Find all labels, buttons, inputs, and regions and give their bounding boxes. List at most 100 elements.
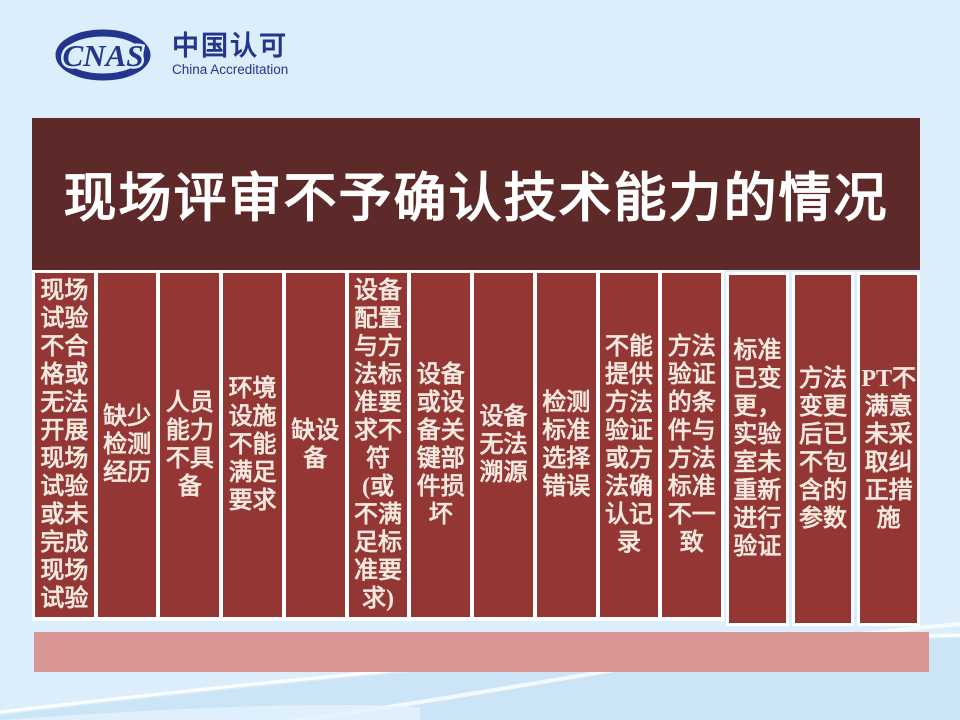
- reason-line: 键部: [416, 446, 465, 472]
- reason-line: 的条: [667, 390, 716, 416]
- reason-column: 设备 或设 备关 键部 件损坏: [411, 273, 471, 617]
- reason-line: 准要: [354, 390, 403, 416]
- reason-line: 或设: [416, 390, 465, 416]
- reason-line: 不能: [604, 334, 653, 360]
- reason-line: 正措: [864, 478, 913, 504]
- reason-line: 标准: [542, 418, 591, 444]
- reason-line: PT不: [861, 366, 917, 392]
- reason-line: 设备: [479, 404, 528, 430]
- reason-line: 求不: [354, 418, 403, 444]
- reason-column: 设备 配置 与方 法标 准要 求不符 (或 不满 足标 准要 求): [348, 273, 408, 617]
- reason-line: 变更: [799, 394, 847, 420]
- reason-line: 检测: [542, 390, 591, 416]
- reason-column: 现场 试验 不合 格或 无法 开展 现场 试验 或未 完成 现场 试验: [35, 273, 94, 617]
- reason-line: 不包: [799, 450, 847, 476]
- reason-line: 检测: [103, 432, 152, 458]
- reason-line: 格或: [40, 362, 89, 388]
- reason-column: 设备 无法 溯源: [474, 273, 533, 617]
- reason-line: 不满: [354, 502, 403, 528]
- reason-line: 备: [303, 446, 328, 472]
- reason-line: 设备: [354, 278, 403, 304]
- reason-line: 不能: [228, 432, 277, 458]
- reasons-framed-group: 标准 已变 更， 实验 室未 重新 进行 验证 方法 变更 后已 不包 含的 参数 PT不 满意 未采 取纠 正措施: [726, 272, 921, 626]
- reason-column: 检测 标准 选择 错误: [536, 273, 596, 617]
- reason-column: PT不 满意 未采 取纠 正措施: [857, 272, 921, 626]
- reason-line: 提供: [604, 362, 653, 388]
- reason-line: 未采: [864, 422, 913, 448]
- reason-line: 或未: [40, 502, 89, 528]
- reason-line: 重新: [733, 478, 782, 504]
- reason-line: 满意: [864, 394, 913, 420]
- reason-column: 方法 变更 后已 不包 含的 参数: [791, 272, 855, 626]
- reason-line: 或方: [604, 446, 653, 472]
- reason-line: 方法: [667, 446, 716, 472]
- reason-line: 设施: [228, 404, 277, 430]
- reason-line: 坏: [428, 502, 453, 528]
- reasons-panel: 现场 试验 不合 格或 无法 开展 现场 试验 或未 完成 现场 试验 缺少 检测 经历 人员 能力 不具备环境设…: [32, 270, 724, 621]
- reason-line: 标准: [733, 338, 782, 364]
- reason-line: 不具: [165, 446, 214, 472]
- reason-line: 试验: [40, 586, 89, 612]
- reason-line: 试验: [40, 474, 89, 500]
- reason-column: 缺设备: [285, 273, 345, 617]
- reason-column: 人员 能力 不具备: [160, 273, 220, 617]
- reason-line: 环境: [228, 376, 277, 402]
- reason-line: 致: [679, 530, 704, 556]
- reason-column: 标准 已变 更， 实验 室未 重新 进行 验证: [726, 272, 789, 626]
- reason-line: 件与: [667, 418, 716, 444]
- reason-line: 法标: [354, 362, 403, 388]
- reason-line: 法确: [604, 474, 653, 500]
- reason-line: 与方: [354, 334, 403, 360]
- logo-name-cn: 中国认可: [172, 31, 288, 62]
- reason-line: 进行: [733, 506, 782, 532]
- reason-line: 更，: [733, 394, 782, 420]
- reason-line: 缺设: [291, 418, 340, 444]
- reason-column: 环境 设施 不能 满足 要求: [223, 273, 282, 617]
- reason-line: 能力: [165, 418, 214, 444]
- logo-name-en: China Accreditation: [172, 62, 289, 78]
- reason-line: 无法: [479, 432, 528, 458]
- reason-line: 现场: [40, 558, 89, 584]
- reason-line: 不一: [667, 502, 716, 528]
- title-banner: 现场评审不予确认技术能力的情况: [32, 118, 920, 270]
- reason-line: 录: [616, 530, 641, 556]
- cnas-logo: CNAS 中国认可 China Accreditation: [44, 24, 364, 86]
- reason-column: 缺少 检测 经历: [97, 273, 157, 617]
- reason-line: 不合: [40, 334, 89, 360]
- reason-line: 件损: [416, 474, 465, 500]
- reason-line: 选择: [542, 446, 591, 472]
- reason-line: 备: [177, 474, 202, 500]
- reason-line: 满足: [228, 460, 277, 486]
- reason-line: 溯源: [479, 460, 528, 486]
- reason-line: 设备: [416, 362, 465, 388]
- cnas-ellipse-icon: CNAS: [55, 29, 151, 81]
- logo-acronym: CNAS: [63, 38, 144, 73]
- reason-line: 实验: [733, 422, 782, 448]
- reason-line: 经历: [103, 460, 152, 486]
- reason-line: 方法: [604, 390, 653, 416]
- reason-line: 人员: [165, 390, 214, 416]
- reason-line: 开展: [40, 418, 89, 444]
- reason-line: 室未: [733, 450, 782, 476]
- reason-line: 备关: [416, 418, 465, 444]
- reason-line: 求): [362, 586, 395, 612]
- reason-line: 验证: [667, 362, 716, 388]
- reason-line: 准要: [354, 558, 403, 584]
- reason-line: 参数: [799, 506, 847, 532]
- reason-line: 无法: [40, 390, 89, 416]
- reason-line: 验证: [604, 418, 653, 444]
- reason-line: 已变: [733, 366, 782, 392]
- reason-line: 要求: [228, 488, 277, 514]
- reason-line: 缺少: [103, 404, 152, 430]
- reason-line: 验证: [733, 534, 782, 560]
- reason-line: 后已: [799, 422, 847, 448]
- reason-line: 足标: [354, 530, 403, 556]
- reason-line: 完成: [40, 530, 89, 556]
- reason-line: 含的: [799, 478, 847, 504]
- reason-line: 标准: [667, 474, 716, 500]
- reason-line: 现场: [40, 446, 89, 472]
- reason-line: 取纠: [864, 450, 913, 476]
- reason-line: 符: [366, 446, 391, 472]
- reason-line: 配置: [354, 306, 403, 332]
